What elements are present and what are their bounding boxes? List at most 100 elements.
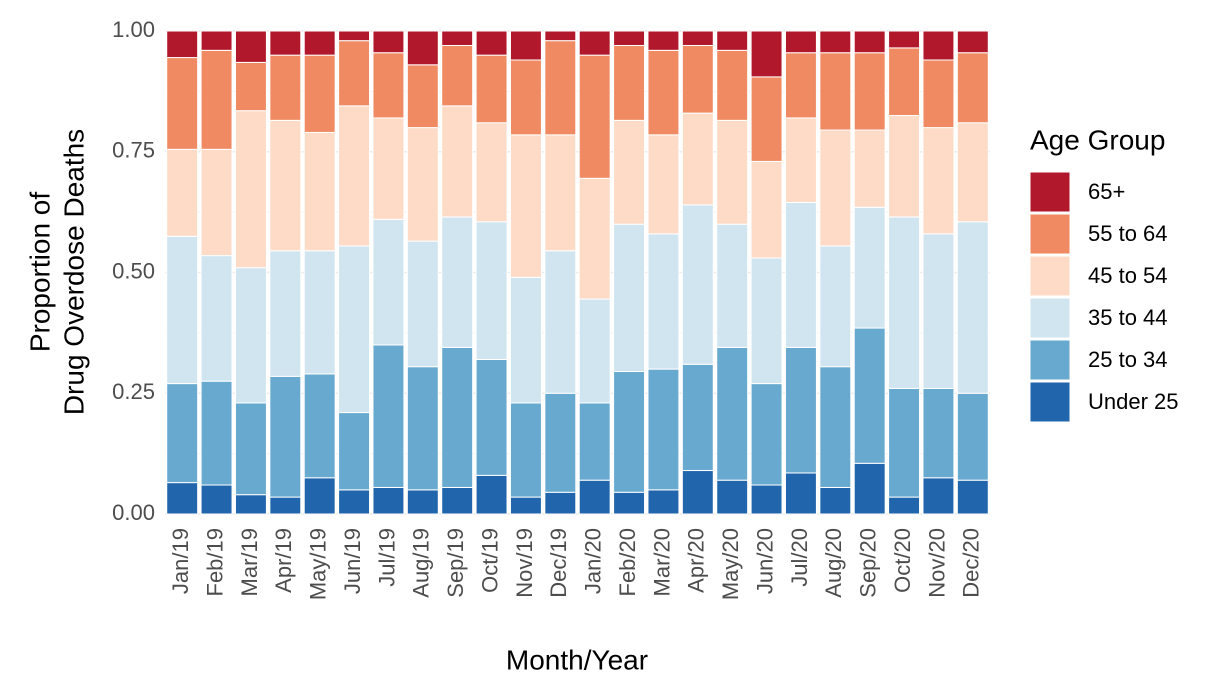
bar-segment	[544, 40, 577, 136]
bar-segment	[166, 148, 199, 237]
bar-segment	[578, 298, 611, 404]
bar-segment	[406, 366, 439, 491]
bar-segment	[475, 474, 508, 515]
bar-segment	[200, 255, 233, 382]
bar-segment	[647, 368, 680, 491]
bar-segment	[716, 223, 749, 348]
bar-segment	[269, 30, 302, 56]
x-tick-label: Aug/20	[821, 528, 846, 598]
bar-segment	[441, 486, 474, 515]
bar-segment	[269, 375, 302, 498]
bar-segment	[441, 105, 474, 218]
x-tick-label: Jul/20	[787, 528, 812, 587]
bar-segment	[681, 44, 714, 114]
bar-segment	[681, 470, 714, 515]
bar-segment	[888, 47, 921, 117]
legend-swatch	[1029, 381, 1071, 423]
bar-segment	[200, 380, 233, 486]
bar-segment	[269, 496, 302, 515]
bar-segment	[338, 412, 371, 491]
legend-swatch	[1029, 171, 1071, 213]
bar-segment	[475, 122, 508, 223]
bar-segment	[853, 206, 886, 329]
bar-segment	[166, 57, 199, 150]
bar-segment	[716, 49, 749, 121]
bar-segment	[853, 30, 886, 54]
legend-label: 55 to 64	[1088, 221, 1168, 246]
bar-segment	[509, 496, 542, 515]
bar-segment	[509, 30, 542, 61]
x-tick-label: Feb/20	[615, 528, 640, 597]
bar-segment	[750, 383, 783, 486]
legend-label: 25 to 34	[1088, 347, 1168, 372]
bar-segment	[784, 52, 817, 119]
bar-segment	[475, 54, 508, 124]
bar-segment	[166, 30, 199, 59]
bar-segment	[613, 223, 646, 373]
bar-segment	[888, 115, 921, 218]
bar-segment	[613, 491, 646, 515]
bar-segment	[956, 221, 989, 394]
bar-segment	[716, 30, 749, 51]
bar-segment	[922, 59, 955, 129]
bar-segment	[372, 344, 405, 488]
bar-segment	[475, 30, 508, 56]
x-tick-label: Nov/19	[512, 528, 537, 598]
bar-segment	[303, 30, 336, 56]
x-tick-label: Jun/19	[340, 528, 365, 594]
x-tick-label: Mar/19	[237, 528, 262, 596]
bar-segment	[888, 216, 921, 389]
bar-segment	[406, 64, 439, 129]
bar-segment	[647, 233, 680, 370]
bar-segment	[303, 250, 336, 375]
bar-segment	[888, 496, 921, 515]
bar-segment	[750, 76, 783, 162]
x-tick-label: Jul/19	[374, 528, 399, 587]
x-tick-label: Apr/20	[684, 528, 709, 593]
y-tick-label: 0.75	[112, 138, 155, 163]
bar-segment	[372, 218, 405, 346]
bar-segment	[922, 387, 955, 479]
bar-segment	[613, 30, 646, 46]
bar-segment	[234, 267, 267, 404]
bar-segment	[613, 119, 646, 225]
x-tick-label: Sep/19	[443, 528, 468, 598]
bar-segment	[716, 479, 749, 515]
legend-label: Under 25	[1088, 389, 1179, 414]
bar-segment	[234, 110, 267, 269]
bar-segment	[269, 250, 302, 377]
bar-segment	[922, 127, 955, 235]
bar-segment	[716, 119, 749, 225]
bar-segment	[303, 373, 336, 479]
bar-segment	[475, 358, 508, 476]
legend-label: 35 to 44	[1088, 305, 1168, 330]
bar-segment	[338, 245, 371, 414]
bar-segment	[819, 245, 852, 368]
bar-segment	[647, 489, 680, 515]
legend-label: 65+	[1088, 179, 1125, 204]
bar-segment	[303, 477, 336, 515]
bar-segment	[544, 392, 577, 493]
bar-segment	[269, 119, 302, 252]
bar-segment	[888, 30, 921, 49]
bar-segment	[234, 494, 267, 515]
bar-segment	[234, 402, 267, 496]
bar-segment	[234, 61, 267, 112]
bar-segment	[372, 117, 405, 220]
x-tick-label: Jan/20	[581, 528, 606, 594]
y-tick-label: 1.00	[112, 17, 155, 42]
bar-segment	[647, 49, 680, 136]
bar-segment	[853, 462, 886, 515]
bar-segment	[647, 134, 680, 235]
bar-segment	[578, 177, 611, 300]
bar-segment	[338, 40, 371, 107]
bar-segment	[819, 30, 852, 54]
bar-segment	[338, 105, 371, 247]
y-tick-label: 0.50	[112, 258, 155, 283]
x-tick-label: May/20	[718, 528, 743, 600]
bar-segment	[406, 30, 439, 66]
bar-segment	[681, 30, 714, 46]
bar-segment	[441, 216, 474, 348]
x-tick-label: Jan/19	[168, 528, 193, 594]
bar-segment	[956, 122, 989, 223]
